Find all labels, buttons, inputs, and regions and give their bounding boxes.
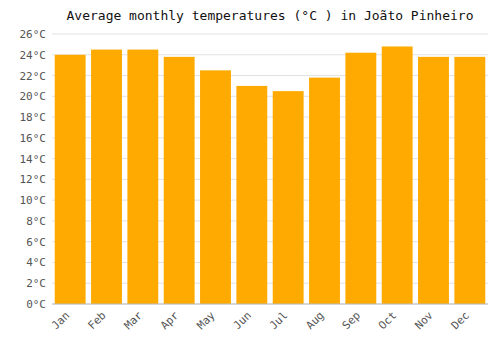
y-tick-label: 2°C [26,277,46,290]
title: Average monthly temperatures (°C ) in Jo… [67,8,474,23]
bar [55,55,86,304]
y-tick-label: 18°C [20,111,47,124]
y-tick-label: 12°C [20,173,47,186]
x-axis-line [52,304,488,305]
chart-container: Average monthly temperatures (°C ) in Jo… [0,0,500,350]
grid [52,34,488,304]
bar [200,70,231,304]
y-tick-label: 14°C [20,153,47,166]
bar [164,57,195,304]
grid-line [52,304,488,305]
y-tick-label: 24°C [20,49,47,62]
chart: Average monthly temperatures (°C ) in Jo… [0,0,500,350]
bar [382,46,413,304]
x-tick-label: Jun [231,309,254,332]
x-tick-label: Apr [158,309,182,333]
bar [418,57,449,304]
x-tick-label: Feb [85,309,108,332]
x-tick-label: Mar [122,309,146,333]
bar [91,50,122,304]
y-tick-label: 16°C [20,132,47,145]
bar [273,91,304,304]
bar [309,78,340,304]
bar [454,57,485,304]
bar [236,86,267,304]
y-tick-label: 0°C [26,298,46,311]
y-tick-label: 26°C [20,28,47,41]
y-tick-label: 22°C [20,70,47,83]
x-tick-label: Sep [340,309,363,332]
y-tick-label: 20°C [20,90,47,103]
bar [127,50,158,304]
x-tick-label: Oct [376,309,399,332]
y-tick-label: 6°C [26,236,46,249]
x-tick-label: Aug [303,309,326,332]
y-tick-label: 10°C [20,194,47,207]
bars [55,46,486,304]
y-tick-label: 8°C [26,215,46,228]
x-tick-label: Jan [49,309,72,332]
grid-line [52,34,488,35]
x-tick-label: Dec [449,309,472,332]
x-tick-label: May [194,309,218,333]
bar [345,53,376,304]
x-tick-label: Nov [412,309,436,333]
y-tick-label: 4°C [26,256,46,269]
x-tick-label: Jul [267,309,290,332]
